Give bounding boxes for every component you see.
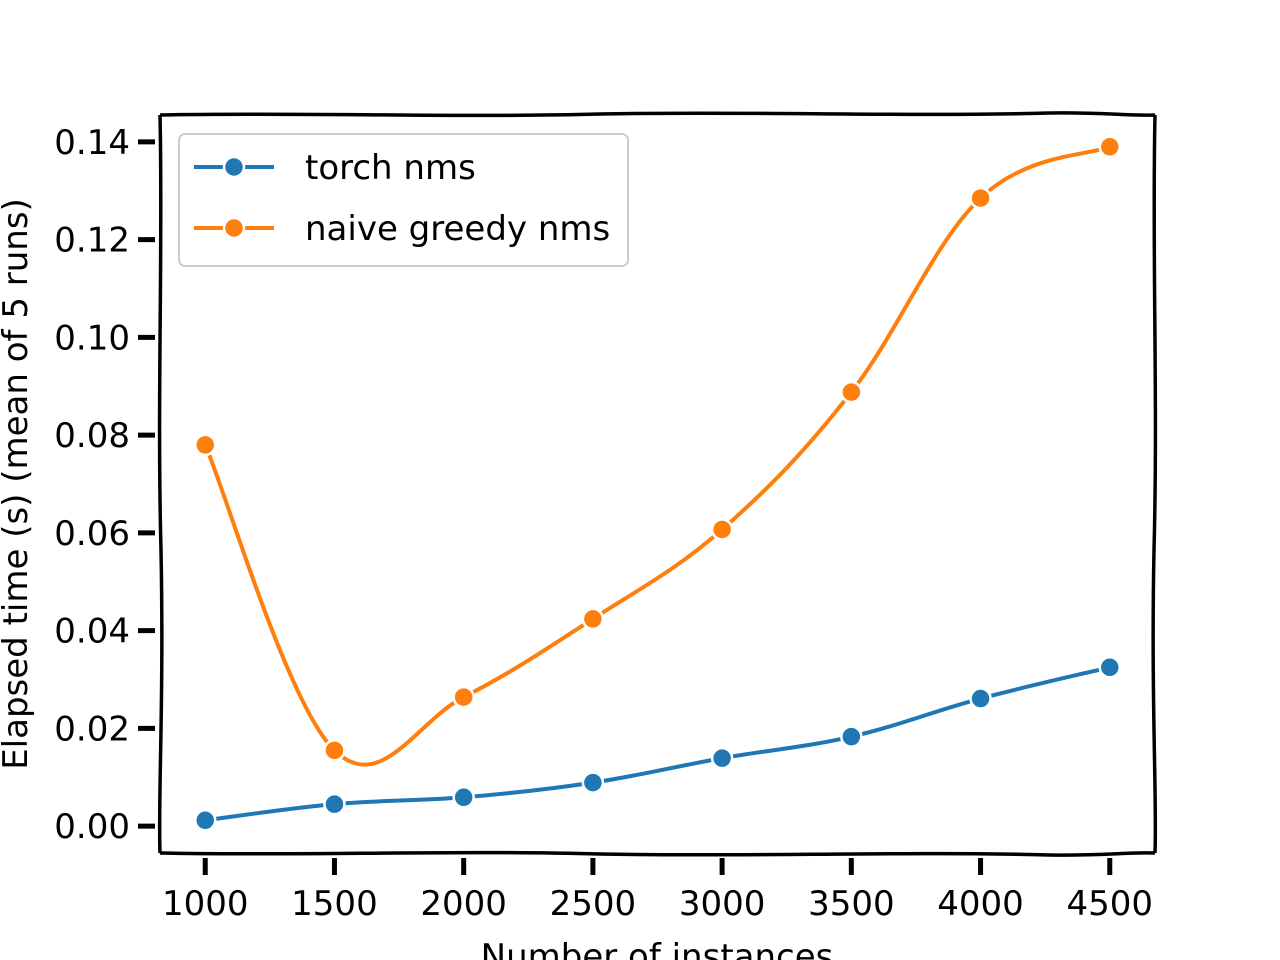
data-point <box>323 792 346 816</box>
data-point <box>969 687 992 710</box>
x-tick-label: 3000 <box>679 884 766 924</box>
series-line <box>204 665 1111 823</box>
x-axis-ticks: 1000 1500 2000 2500 3000 3500 4000 4500 <box>162 858 1153 924</box>
x-axis-label: Number of instances <box>481 937 834 960</box>
x-tick-label: 4000 <box>937 884 1024 924</box>
y-axis-ticks: 0.00 0.02 0.04 0.06 0.08 0.10 0.12 0.14 <box>54 123 155 847</box>
x-tick-label: 2500 <box>550 884 637 924</box>
data-point <box>840 380 863 404</box>
legend-swatch-marker <box>222 216 246 240</box>
data-point <box>581 607 605 631</box>
y-axis-label: Elapsed time (s) (mean of 5 runs) <box>0 198 36 770</box>
y-tick-label: 0.14 <box>54 123 130 163</box>
data-point <box>452 786 475 809</box>
data-point <box>581 771 605 794</box>
plot-border-left <box>157 114 164 854</box>
legend-swatch-marker <box>222 155 246 179</box>
x-tick-label: 1000 <box>162 884 249 924</box>
legend-entry-torch-nms: torch nms <box>194 148 476 188</box>
y-tick-label: 0.08 <box>54 416 130 456</box>
y-tick-label: 0.10 <box>54 318 130 358</box>
data-point <box>323 739 346 762</box>
plot-frame <box>157 111 1158 857</box>
data-point <box>710 746 734 770</box>
plot-border-bottom <box>159 850 1156 857</box>
y-tick-label: 0.00 <box>54 807 130 847</box>
plot-border-top <box>159 111 1156 118</box>
data-point <box>840 725 863 748</box>
legend-box <box>178 133 629 267</box>
data-point <box>969 186 992 210</box>
y-tick-label: 0.06 <box>54 514 130 554</box>
x-tick-label: 1500 <box>291 884 378 924</box>
series-naive-greedy-nms <box>193 135 1122 767</box>
legend: torch nms naive greedy nms <box>178 133 629 267</box>
x-tick-label: 3500 <box>808 884 895 924</box>
data-point <box>710 518 734 541</box>
y-tick-label: 0.02 <box>54 709 130 749</box>
x-tick-label: 2000 <box>420 884 507 924</box>
data-point <box>193 809 217 832</box>
y-tick-label: 0.04 <box>54 612 130 652</box>
data-point <box>1098 135 1122 159</box>
data-point <box>1098 656 1122 679</box>
y-tick-label: 0.12 <box>54 221 130 261</box>
data-point <box>452 685 475 709</box>
plot-border-right <box>1151 114 1158 854</box>
data-point <box>193 433 217 457</box>
series-layer <box>193 135 1122 832</box>
legend-entry-naive-greedy-nms: naive greedy nms <box>194 209 610 249</box>
legend-label: torch nms <box>305 148 476 188</box>
series-torch-nms <box>193 656 1122 832</box>
x-tick-label: 4500 <box>1067 884 1154 924</box>
legend-label: naive greedy nms <box>305 209 610 249</box>
